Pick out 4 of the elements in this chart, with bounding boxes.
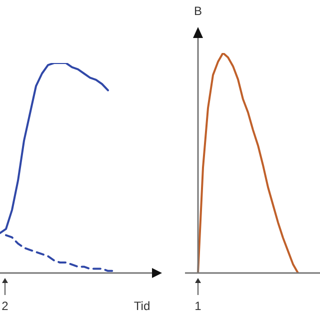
text: 1 bbox=[194, 299, 202, 313]
y-axis-title: B bbox=[194, 4, 202, 18]
text: 2 bbox=[2, 299, 9, 313]
x-axis-title: Tid bbox=[134, 299, 150, 313]
